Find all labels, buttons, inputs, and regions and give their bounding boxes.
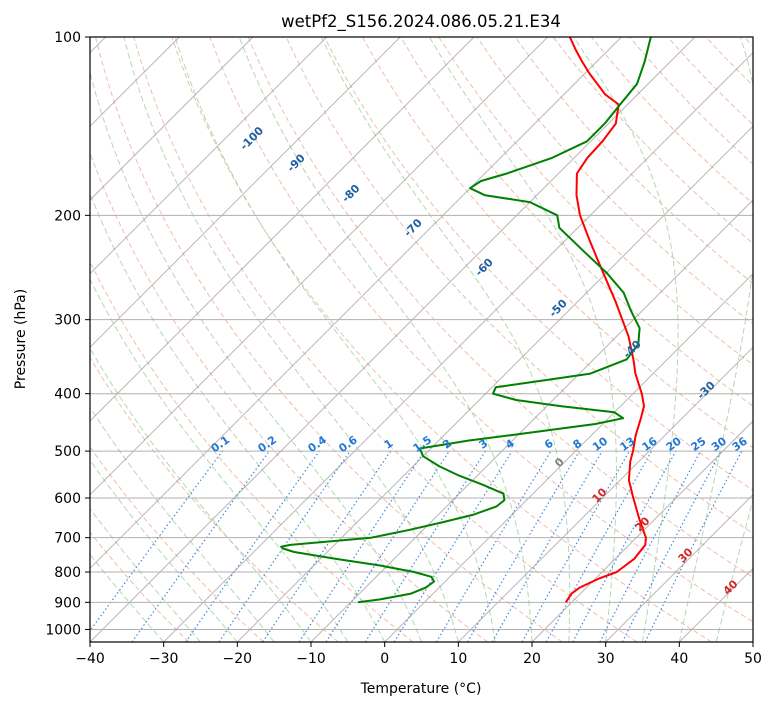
x-tick-label: 50 [744,651,762,667]
moist-adiabat [429,37,617,642]
grid-lines [90,37,753,642]
isotherm-line [90,37,696,642]
moist-adiabat [90,507,201,642]
y-tick-label: 400 [54,387,81,403]
isotherm-line [90,37,549,496]
moist-adiabat [90,70,422,642]
y-tick-label: 1000 [45,622,81,638]
y-axis-label: Pressure (hPa) [13,289,29,389]
moist-adiabat [90,406,275,642]
mixing-ratio-line [393,450,513,642]
dry-adiabat [133,37,638,642]
mixing-ratio-line [90,450,223,632]
dry-adiabat [209,37,753,623]
moist-adiabat [320,37,571,642]
x-tick-label: −10 [296,651,326,667]
mixing-ratio-line [298,450,425,642]
mixing-ratio-line [262,450,392,642]
isotherm-line [310,199,753,642]
dry-adiabat [400,37,753,407]
x-tick-label: 10 [449,651,467,667]
mixing-ratio-line [572,450,677,642]
x-tick-label: 40 [670,651,688,667]
isotherm-line [605,493,753,642]
y-tick-label: 200 [54,208,81,224]
plot-frame [89,36,754,643]
background-lines [90,37,753,642]
isotherm-line [90,37,622,570]
mixing-ratio-line [218,450,351,642]
y-tick-label: 800 [54,565,81,581]
isotherm-line [90,37,401,349]
x-tick-label: −40 [75,651,105,667]
moist-adiabat [238,37,533,642]
y-tick-label: 100 [54,30,81,46]
y-tick-label: 300 [54,313,81,329]
x-tick-label: 30 [597,651,615,667]
isotherm-line [90,37,475,422]
dry-adiabat [323,37,753,491]
dry-adiabat [247,37,753,578]
y-tick-label: 900 [54,595,81,611]
dry-adiabat [171,37,712,642]
dry-adiabat [90,356,339,642]
moist-adiabat [90,347,312,642]
x-tick-label: 0 [380,651,389,667]
dry-adiabat [90,531,190,642]
x-tick-label: 20 [523,651,541,667]
y-tick-label: 600 [54,491,81,507]
isotherm-line [90,37,254,201]
dry-adiabat [285,37,753,535]
dry-adiabat [95,37,563,642]
isotherm-line [163,51,753,642]
x-tick-label: −20 [223,651,253,667]
moist-adiabat [90,459,238,642]
isotherm-line [457,346,753,642]
moist-adiabat [174,37,496,642]
dry-adiabat [514,37,753,285]
moist-adiabat [573,37,679,642]
mixing-ratio-line [325,450,450,642]
dry-adiabat [438,37,753,366]
mixing-ratio-line [521,450,631,642]
x-tick-label: −30 [149,651,179,667]
moist-adiabat [90,553,165,642]
isotherm-line [90,37,328,275]
mixing-ratio-line [185,450,320,642]
dry-adiabat [90,445,264,642]
moist-adiabat [678,37,753,642]
x-axis-label: Temperature (°C) [360,681,482,697]
chart-title: wetPf2_S156.2024.086.05.21.E34 [281,12,561,32]
dewpoint-line [280,37,652,604]
isotherm-line [384,272,753,642]
axis-ticks: −40 −30 −20 −10 0 10 20 30 40 50 100 200 300 400 500 60… [45,30,762,667]
mixing-ratio-line [545,450,653,642]
temperature-line [564,37,647,603]
mixing-ratio-line [644,450,743,642]
y-tick-label: 500 [54,444,81,460]
isotherm-line [531,420,753,642]
moist-adiabat [90,192,386,642]
moist-adiabat [90,278,349,642]
dry-adiabat [90,151,488,642]
data-lines [280,37,652,604]
mixing-ratio-line [131,450,270,642]
moist-adiabat [123,37,459,642]
dry-adiabat [362,37,753,449]
y-tick-label: 700 [54,531,81,547]
